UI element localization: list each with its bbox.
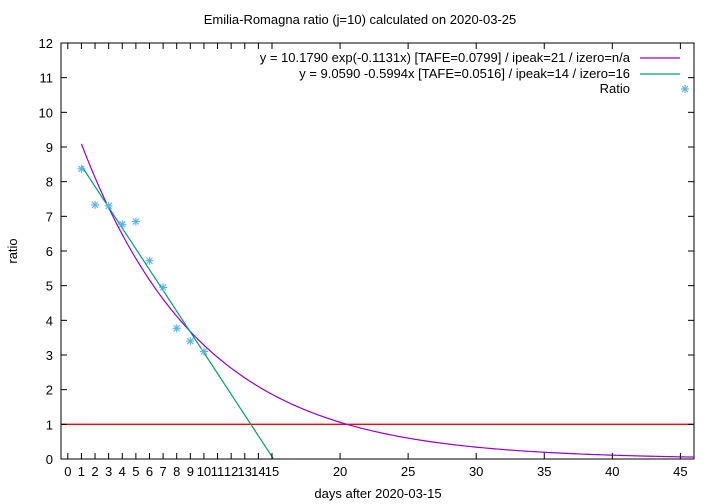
y-tick-label: 9	[46, 140, 53, 155]
ratio-data-point	[172, 324, 181, 333]
x-tick-label: 13	[238, 464, 252, 479]
x-tick-label: 12	[224, 464, 238, 479]
ratio-data-point	[199, 347, 208, 356]
y-tick-label: 4	[46, 313, 53, 328]
legend-entry-label: y = 9.0590 -0.5994x [TAFE=0.0516] / ipea…	[299, 66, 630, 81]
legend-point-symbol	[681, 85, 689, 93]
x-tick-label: 0	[64, 464, 71, 479]
x-tick-label: 35	[537, 464, 551, 479]
x-tick-label: 1	[78, 464, 85, 479]
ratio-data-point	[145, 256, 154, 265]
ratio-data-point	[104, 201, 113, 210]
ratio-data-point	[118, 220, 127, 229]
y-tick-label: 0	[46, 452, 53, 467]
legend: y = 10.1790 exp(-0.1131x) [TAFE=0.0799] …	[260, 50, 689, 96]
plot-area	[60, 42, 695, 460]
y-tick-label: 5	[46, 279, 53, 294]
ratio-data-point	[159, 283, 168, 292]
y-tick-label: 6	[46, 244, 53, 259]
x-tick-label: 6	[146, 464, 153, 479]
ratio-data-point	[186, 337, 195, 346]
x-tick-label: 15	[265, 464, 279, 479]
ratio-data-point	[77, 164, 86, 173]
y-tick-label: 8	[46, 175, 53, 190]
x-tick-label: 30	[469, 464, 483, 479]
x-tick-label: 25	[401, 464, 415, 479]
x-tick-label: 8	[173, 464, 180, 479]
axes-layer	[61, 42, 694, 460]
series-layer	[77, 143, 695, 460]
exponential-fit-line	[80, 143, 695, 458]
x-tick-label: 2	[91, 464, 98, 479]
x-tick-label: 5	[132, 464, 139, 479]
x-tick-label: 9	[187, 464, 194, 479]
x-tick-label: 11	[211, 464, 225, 479]
plot-frame	[60, 42, 695, 460]
y-tick-label: 10	[39, 105, 53, 120]
x-axis-label: days after 2020-03-15	[314, 486, 441, 501]
y-tick-label: 2	[46, 383, 53, 398]
x-tick-label: 20	[333, 464, 347, 479]
y-axis-label: ratio	[5, 238, 20, 263]
x-tick-label: 14	[251, 464, 265, 479]
x-tick-label: 45	[673, 464, 687, 479]
x-tick-label: 4	[119, 464, 126, 479]
x-tick-label: 7	[159, 464, 166, 479]
legend-entry-label: y = 10.1790 exp(-0.1131x) [TAFE=0.0799] …	[260, 50, 631, 65]
x-tick-label: 3	[105, 464, 112, 479]
y-tick-label: 12	[39, 36, 53, 51]
y-tick-label: 3	[46, 348, 53, 363]
linear-fit-line	[80, 165, 275, 460]
y-tick-label: 1	[46, 417, 53, 432]
legend-entry-label: Ratio	[600, 81, 630, 96]
x-tick-label: 40	[605, 464, 619, 479]
chart-title: Emilia-Romagna ratio (j=10) calculated o…	[204, 12, 517, 27]
x-tick-label: 10	[197, 464, 211, 479]
ratio-data-point	[131, 217, 140, 226]
y-tick-label: 11	[40, 71, 54, 86]
ratio-data-point	[91, 200, 100, 209]
y-tick-label: 7	[46, 209, 53, 224]
